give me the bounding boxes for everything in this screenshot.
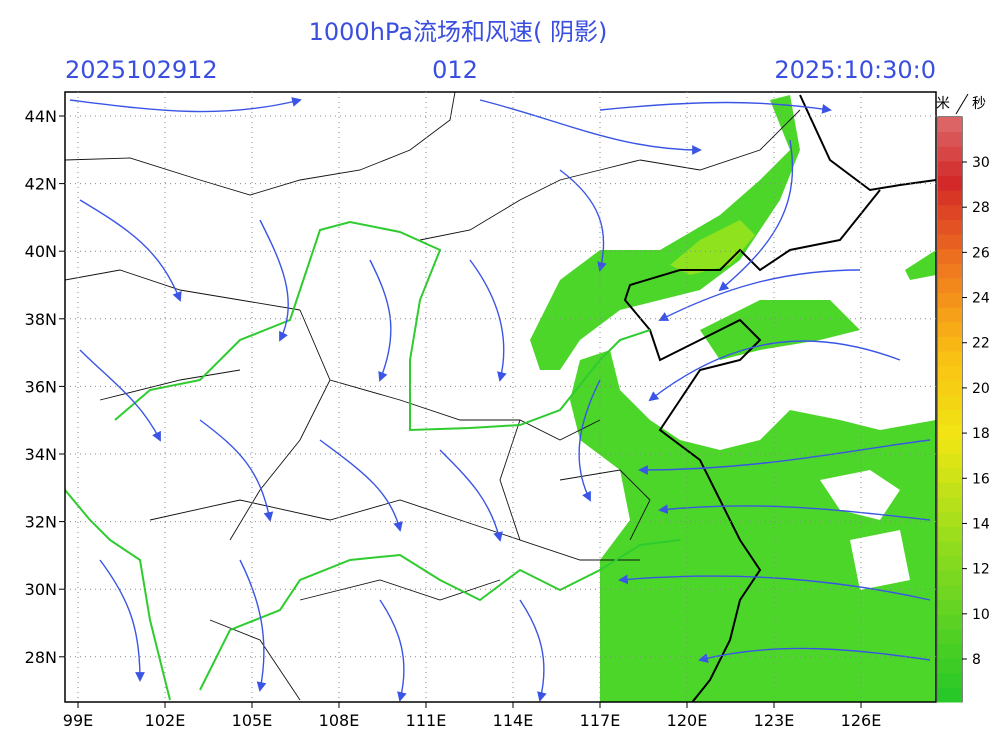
colorbar-segment xyxy=(938,394,962,410)
colorbar-label: 8 xyxy=(972,652,981,668)
colorbar-segment xyxy=(938,146,962,162)
colorbar-segment xyxy=(938,160,962,176)
colorbar-segment xyxy=(938,643,962,659)
colorbar-segment xyxy=(938,365,962,381)
colorbar-segment xyxy=(938,219,962,235)
map-body xyxy=(65,92,936,702)
map-frame xyxy=(64,91,937,703)
colorbar-segment xyxy=(938,336,962,352)
colorbar-segment xyxy=(938,672,962,688)
colorbar-segment xyxy=(938,292,962,308)
country-border xyxy=(65,92,456,196)
colorbar-segment xyxy=(938,687,962,703)
colorbar-label: 10 xyxy=(972,607,990,623)
lon-label: 99E xyxy=(63,711,93,730)
lon-label: 120E xyxy=(667,711,708,730)
lon-label: 126E xyxy=(841,711,882,730)
colorbar-label: 22 xyxy=(972,336,990,352)
lon-label: 111E xyxy=(406,711,447,730)
colorbar-unit: 秒 xyxy=(972,96,986,112)
lon-label: 102E xyxy=(145,711,186,730)
colorbar-segment xyxy=(938,497,962,513)
colorbar-segment xyxy=(938,438,962,454)
colorbar-segment xyxy=(938,453,962,469)
streamlines xyxy=(69,97,931,702)
colorbar-segment xyxy=(938,511,962,527)
colorbar-segment xyxy=(938,307,962,323)
colorbar-segment xyxy=(938,263,962,279)
lat-label: 32N xyxy=(25,513,57,532)
wind-shading xyxy=(670,220,755,275)
colorbar-segment xyxy=(938,468,962,484)
colorbar-unit: 米 xyxy=(936,96,950,112)
lat-label: 36N xyxy=(25,377,57,396)
coastline xyxy=(623,94,936,702)
colorbar-segment xyxy=(938,555,962,571)
colorbar-label: 30 xyxy=(972,155,990,171)
lat-label: 38N xyxy=(25,310,57,329)
colorbar-segment xyxy=(938,424,962,440)
colorbar-segment xyxy=(938,204,962,220)
colorbar-segment xyxy=(938,380,962,396)
unit-slash xyxy=(955,93,969,115)
colorbar-segment xyxy=(938,409,962,425)
valid-time: 2025:10:30:0 xyxy=(774,56,936,84)
colorbar-segment xyxy=(938,482,962,498)
lon-label: 105E xyxy=(232,711,273,730)
init-time: 2025102912 xyxy=(65,56,218,84)
colorbar-label: 18 xyxy=(972,426,990,442)
colorbar-segment xyxy=(938,628,962,644)
lon-label: 117E xyxy=(580,711,621,730)
lon-label: 114E xyxy=(493,711,534,730)
colorbar-segment xyxy=(938,131,962,147)
wind-shading xyxy=(700,250,936,360)
colorbar-label: 12 xyxy=(972,562,990,578)
colorbar-segment xyxy=(938,321,962,337)
colorbar-segment xyxy=(938,614,962,630)
province-border xyxy=(65,109,801,701)
river xyxy=(65,489,681,701)
lon-label: 123E xyxy=(754,711,795,730)
colorbar-segment xyxy=(938,234,962,250)
colorbar-segment xyxy=(938,248,962,264)
colorbar-segment xyxy=(938,541,962,557)
colorbar-segment xyxy=(938,658,962,674)
lat-label: 40N xyxy=(25,242,57,261)
colorbar-segment xyxy=(938,570,962,586)
wind-shading xyxy=(700,400,910,590)
river xyxy=(114,220,651,432)
lat-label: 42N xyxy=(25,175,57,194)
lat-label: 34N xyxy=(25,445,57,464)
wind-shading xyxy=(530,95,800,370)
colorbar-segment xyxy=(938,599,962,615)
title: 1000hPa流场和风速( 阴影) xyxy=(309,18,608,46)
lat-label: 28N xyxy=(25,648,57,667)
colorbar-segment xyxy=(938,526,962,542)
colorbar-segment xyxy=(938,351,962,367)
colorbar-segment xyxy=(938,585,962,601)
lon-label: 108E xyxy=(319,711,360,730)
colorbar-label: 16 xyxy=(972,471,990,487)
lat-label: 44N xyxy=(25,107,57,126)
colorbar-segment xyxy=(938,190,962,206)
colorbar-label: 24 xyxy=(972,291,990,307)
colorbar-segment xyxy=(938,175,962,191)
colorbar-label: 20 xyxy=(972,381,990,397)
colorbar-segment xyxy=(938,277,962,293)
colorbar-label: 14 xyxy=(972,516,990,532)
colorbar-label: 28 xyxy=(972,200,990,216)
colorbar-segment xyxy=(938,117,962,133)
colorbar-label: 26 xyxy=(972,245,990,261)
wind-shading xyxy=(570,350,936,702)
lat-label: 30N xyxy=(25,580,57,599)
forecast-hour: 012 xyxy=(432,56,478,84)
